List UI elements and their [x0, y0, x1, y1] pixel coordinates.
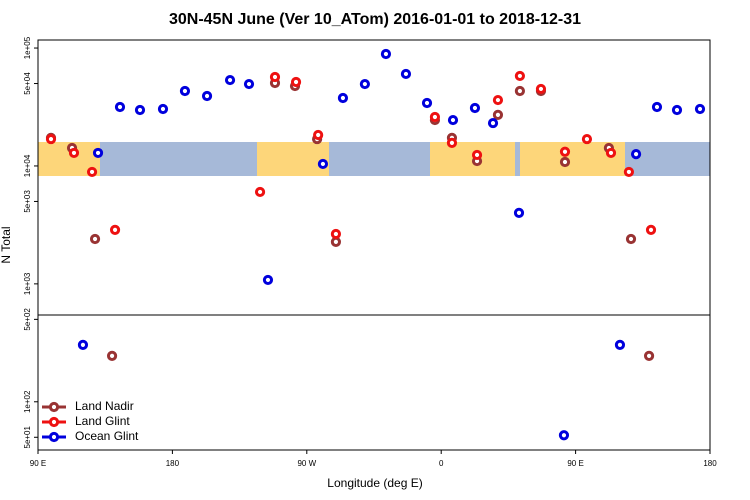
- y-tick-label: 1e+05: [23, 36, 32, 59]
- y-tick-label: 5e+03: [23, 190, 32, 213]
- point: [558, 430, 570, 441]
- point: [492, 109, 504, 121]
- x-tick-label: 90 E: [30, 459, 46, 468]
- point: [614, 339, 626, 350]
- point: [513, 207, 525, 218]
- y-tick-label: 1e+03: [23, 272, 32, 295]
- point: [313, 129, 324, 141]
- x-tick-label: 180: [166, 459, 180, 468]
- map-strip: [38, 142, 710, 176]
- point: [89, 233, 101, 245]
- chart-title: 30N-45N June (Ver 10_ATom) 2016-01-01 to…: [169, 11, 581, 28]
- point: [254, 186, 266, 198]
- legend-label: Land Nadir: [75, 399, 134, 413]
- point: [514, 85, 525, 97]
- point: [86, 166, 98, 178]
- x-axis-label: Longitude (deg E): [327, 476, 422, 490]
- point: [380, 48, 392, 60]
- point: [330, 228, 342, 240]
- x-tick-label: 90 E: [567, 459, 583, 468]
- point: [623, 166, 635, 178]
- point: [359, 78, 370, 90]
- x-tick-label: 180: [703, 459, 717, 468]
- point: [269, 71, 281, 83]
- point: [243, 78, 255, 90]
- point: [694, 103, 706, 115]
- legend-marker: [48, 401, 60, 413]
- point: [559, 146, 571, 157]
- point: [45, 133, 57, 145]
- point: [429, 111, 441, 123]
- point: [421, 97, 433, 109]
- point: [605, 147, 617, 159]
- point: [645, 224, 657, 235]
- y-axis-label: N Total: [0, 226, 13, 263]
- y-tick-label: 1e+02: [23, 390, 32, 413]
- point: [157, 103, 169, 115]
- point: [317, 158, 329, 170]
- y-tick-label: 1e+04: [23, 154, 32, 177]
- plot-frame: [37, 39, 711, 451]
- point: [487, 117, 499, 129]
- point: [581, 133, 593, 145]
- point: [651, 101, 663, 113]
- point: [77, 339, 89, 350]
- x-tick-label: 0: [439, 459, 444, 468]
- point: [492, 94, 504, 106]
- point: [134, 104, 146, 116]
- y-tick-label: 5e+02: [23, 308, 32, 331]
- point: [400, 68, 412, 80]
- point: [337, 92, 349, 104]
- legend-marker: [48, 416, 60, 428]
- point: [114, 101, 126, 113]
- point: [630, 149, 642, 160]
- point: [224, 74, 236, 86]
- point: [179, 85, 191, 97]
- point: [330, 236, 342, 247]
- point: [471, 149, 483, 161]
- point: [514, 70, 525, 82]
- y-tick-label: 5e+01: [23, 425, 32, 448]
- legend-label: Ocean Glint: [75, 429, 139, 443]
- point: [559, 156, 571, 168]
- point: [201, 90, 213, 102]
- point: [290, 76, 302, 88]
- legend-marker: [48, 431, 60, 443]
- point: [671, 104, 683, 116]
- point: [469, 102, 481, 114]
- point: [625, 233, 637, 245]
- legend-label: Land Glint: [75, 414, 130, 428]
- point: [106, 350, 118, 361]
- y-tick-label: 5e+04: [23, 72, 32, 95]
- point: [92, 147, 104, 159]
- x-tick-label: 90 W: [297, 459, 316, 468]
- point: [446, 137, 458, 148]
- point: [643, 350, 655, 361]
- point: [447, 114, 459, 126]
- point: [535, 83, 547, 95]
- point: [262, 274, 274, 286]
- point: [109, 224, 121, 235]
- point: [68, 147, 80, 159]
